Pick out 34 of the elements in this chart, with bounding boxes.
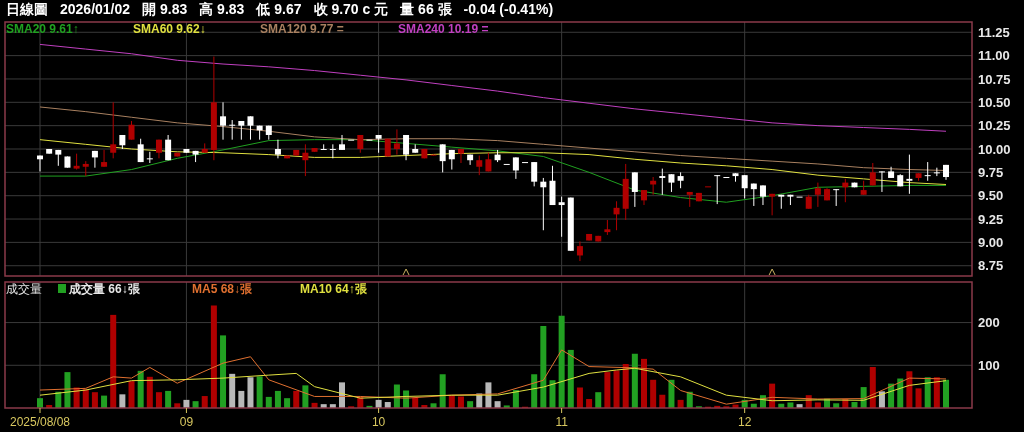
- y-tick-label: 10.00: [978, 141, 1011, 157]
- chart-title: 日線圖: [6, 1, 48, 17]
- text: -0.04 (-0.41%): [463, 1, 554, 17]
- x-tick-label: 2025/08/08: [9, 415, 71, 429]
- y-tick-label: 10.25: [978, 118, 1011, 134]
- y-tick-label: 9.00: [978, 234, 1004, 250]
- text: 開 9.83: [142, 1, 188, 17]
- text: 量 66 張: [399, 1, 453, 17]
- legend-label: 成交量 66↓張: [68, 282, 141, 296]
- y-tick-label: 9.25: [978, 211, 1004, 227]
- y-tick-label: 100: [978, 357, 1000, 373]
- text: SMA60 9.62↓: [133, 22, 206, 36]
- x-tick-label: 12: [737, 415, 752, 429]
- chart-title: 成交量: [6, 282, 42, 296]
- y-tick-label: 200: [978, 315, 1000, 331]
- text: 2026/01/02: [60, 1, 131, 17]
- text: SMA20 9.61↑: [6, 22, 79, 36]
- y-tick-label: 9.50: [978, 188, 1004, 204]
- x-tick-label: 09: [179, 415, 194, 429]
- text: 低 9.67: [255, 1, 302, 17]
- y-tick-label: 10.50: [978, 94, 1011, 110]
- text: 收 9.70 c 元: [313, 1, 389, 17]
- text: MA10 64↑張: [300, 282, 368, 296]
- text: MA5 68↓張: [192, 282, 254, 296]
- x-tick-label: 10: [371, 415, 386, 429]
- x-tick-label: 11: [555, 415, 569, 429]
- text: 高 9.83: [199, 1, 245, 17]
- y-tick-label: 11.00: [978, 48, 1010, 64]
- y-tick-label: 9.75: [978, 164, 1004, 180]
- text: SMA120 9.77 =: [260, 22, 344, 36]
- text: SMA240 10.19 =: [398, 22, 489, 36]
- y-tick-label: 10.75: [978, 71, 1011, 87]
- y-tick-label: 8.75: [978, 258, 1004, 274]
- y-tick-label: 11.25: [978, 24, 1010, 40]
